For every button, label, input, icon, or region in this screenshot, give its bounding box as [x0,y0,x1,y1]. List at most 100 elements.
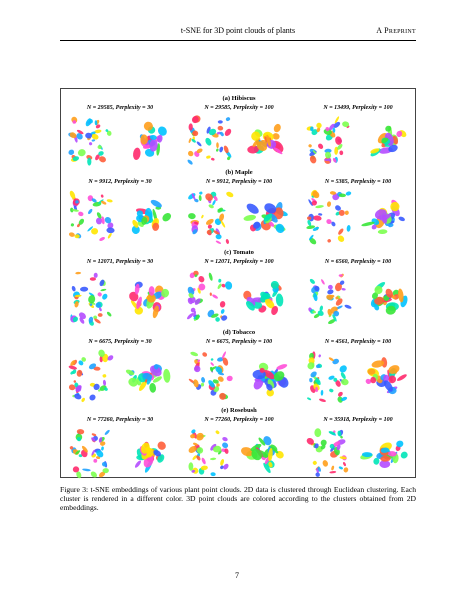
cluster-blob [193,270,199,276]
cluster-blob [205,137,212,146]
cluster-blob [106,130,112,136]
cluster-blob [85,132,92,139]
cluster-blob [188,293,194,299]
cluster-blob [141,442,150,454]
cluster-blob [212,199,216,206]
cluster-blob [70,360,76,366]
cluster-blob [263,462,271,474]
cluster-blob [193,365,201,373]
cluster-blob [343,467,349,473]
cluster-blob [134,306,143,315]
cluster-blob [104,387,108,391]
cluster-blob [187,313,194,320]
preprint-label: A Preprint [376,26,416,35]
point-cloud-image [129,281,170,319]
cluster-blob [374,296,385,305]
cluster-blob [319,305,323,312]
tsne-embedding-image [308,273,352,325]
cluster-blob [107,222,114,229]
cluster-blob [89,303,93,307]
cluster-blob [218,278,222,283]
cluster-blob [312,310,317,314]
cluster-blob [69,190,76,199]
cluster-blob [81,357,87,362]
cluster-blob [311,200,317,206]
cluster-blob [85,118,92,127]
cluster-blob [396,440,404,448]
cluster-blob [76,436,82,442]
cluster-blob [315,377,321,386]
cluster-blob [213,230,220,235]
cluster-blob [332,441,341,448]
panel-subtitle: N = 77260, Perplexity = 30 [86,417,154,423]
cluster-blob [398,216,405,222]
cluster-blob [221,283,226,288]
cluster-blob [316,122,322,129]
cluster-blob [312,150,317,154]
cluster-blob [221,351,226,360]
cluster-blob [222,436,228,442]
cluster-blob [315,386,319,393]
tsne-embedding-image [306,428,349,477]
cluster-blob [317,466,321,472]
tsne-embedding-image [307,351,349,403]
cluster-blob [200,465,208,471]
cluster-blob [91,437,96,442]
cluster-blob [329,191,337,195]
cluster-blob [192,130,199,137]
point-cloud-image [370,281,408,315]
cluster-blob [89,142,93,146]
cluster-blob [202,352,208,357]
cluster-blob [335,380,341,387]
cluster-blob [191,193,196,201]
cluster-blob [219,213,225,222]
cluster-blob [313,313,320,319]
cluster-blob [213,195,218,201]
cluster-blob [107,355,114,361]
cluster-blob [251,131,261,141]
cluster-blob [99,307,102,312]
cluster-blob [198,195,202,201]
panel-subtitle: N = 29585, Perplexity = 30 [86,105,154,111]
point-cloud-image [131,199,172,234]
cluster-blob [205,193,213,201]
cluster-blob [188,462,194,471]
cluster-blob [70,223,74,227]
cluster-blob [75,450,81,455]
cluster-blob [320,444,326,450]
cluster-blob [209,366,214,372]
cluster-blob [332,358,339,365]
cluster-blob [196,455,201,461]
point-cloud-image [243,202,288,233]
cluster-blob [321,279,325,285]
cluster-blob [225,281,233,290]
header-rule [60,40,416,41]
cluster-blob [219,301,226,308]
cluster-blob [385,305,396,315]
cluster-blob [196,141,202,147]
panel-title: (c) Tomato [224,249,254,256]
cluster-blob [374,285,383,295]
cluster-blob [100,441,106,446]
cluster-blob [220,459,225,466]
cluster-blob [77,149,86,157]
cluster-blob [88,316,94,323]
cluster-blob [316,364,321,369]
cluster-blob [320,389,324,396]
cluster-blob [388,375,397,384]
cluster-blob [152,376,162,383]
point-cloud-image [133,121,167,160]
cluster-blob [328,123,335,131]
cluster-blob [344,210,349,215]
tsne-embedding-image [306,116,350,164]
cluster-blob [266,388,274,397]
cluster-blob [256,141,268,152]
cluster-blob [337,396,343,403]
cluster-blob [250,443,262,452]
cluster-blob [251,448,262,461]
cluster-blob [361,221,375,227]
cluster-blob [326,201,332,207]
cluster-blob [100,200,107,205]
cluster-blob [221,315,228,321]
cluster-blob [333,121,341,128]
